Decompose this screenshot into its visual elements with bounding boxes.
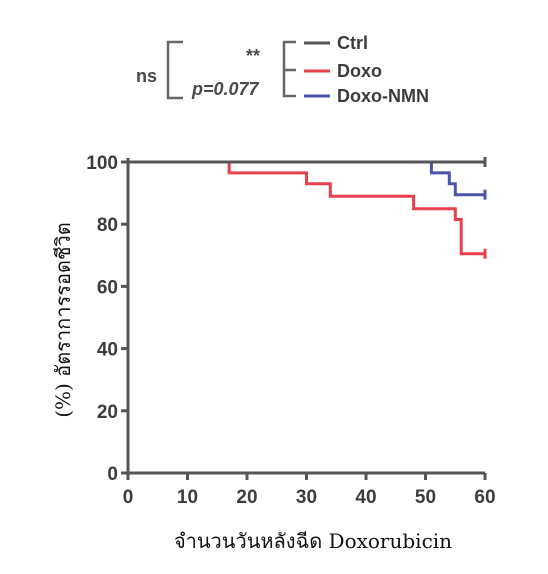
- legend: ns ** p=0.077 Ctrl Doxo Doxo-NMN: [136, 33, 429, 106]
- legend-label-doxo-nmn: Doxo-NMN: [337, 86, 429, 106]
- x-tick-label: 20: [236, 487, 257, 508]
- x-axis-label: จำนวนวันหลังฉีด Doxorubicin: [174, 529, 452, 553]
- x-tick-label: 40: [355, 487, 376, 508]
- significance-stars: **: [246, 46, 260, 66]
- p-value-label: p=0.077: [191, 79, 260, 99]
- inner-bracket: [282, 40, 296, 98]
- legend-label-doxo: Doxo: [337, 61, 382, 81]
- axes: [126, 158, 485, 475]
- x-tick-label: 50: [415, 487, 436, 508]
- series-line-doxo: [128, 160, 485, 256]
- x-tick-label: 60: [474, 487, 495, 508]
- outer-bracket: [166, 40, 183, 100]
- x-tick-label: 0: [123, 487, 134, 508]
- y-tick-label: 80: [97, 215, 118, 236]
- x-tick-label: 30: [296, 487, 317, 508]
- y-tick-label: 40: [97, 340, 118, 361]
- y-tick-label: 20: [97, 402, 118, 423]
- series-line-doxo-nmn: [128, 160, 485, 197]
- y-tick-label: 0: [107, 464, 118, 485]
- series-layer: [128, 157, 487, 259]
- ticks-layer: 0 10 20 30 40 50 60 0 20 40 60 80 100: [86, 153, 495, 508]
- y-tick-label: 100: [86, 153, 118, 174]
- y-axis-label: (%) อัตราการรอดชีวิต: [51, 222, 75, 418]
- ns-label: ns: [136, 66, 157, 86]
- legend-label-ctrl: Ctrl: [337, 33, 368, 53]
- x-tick-label: 10: [177, 487, 198, 508]
- y-tick-label: 60: [97, 277, 118, 298]
